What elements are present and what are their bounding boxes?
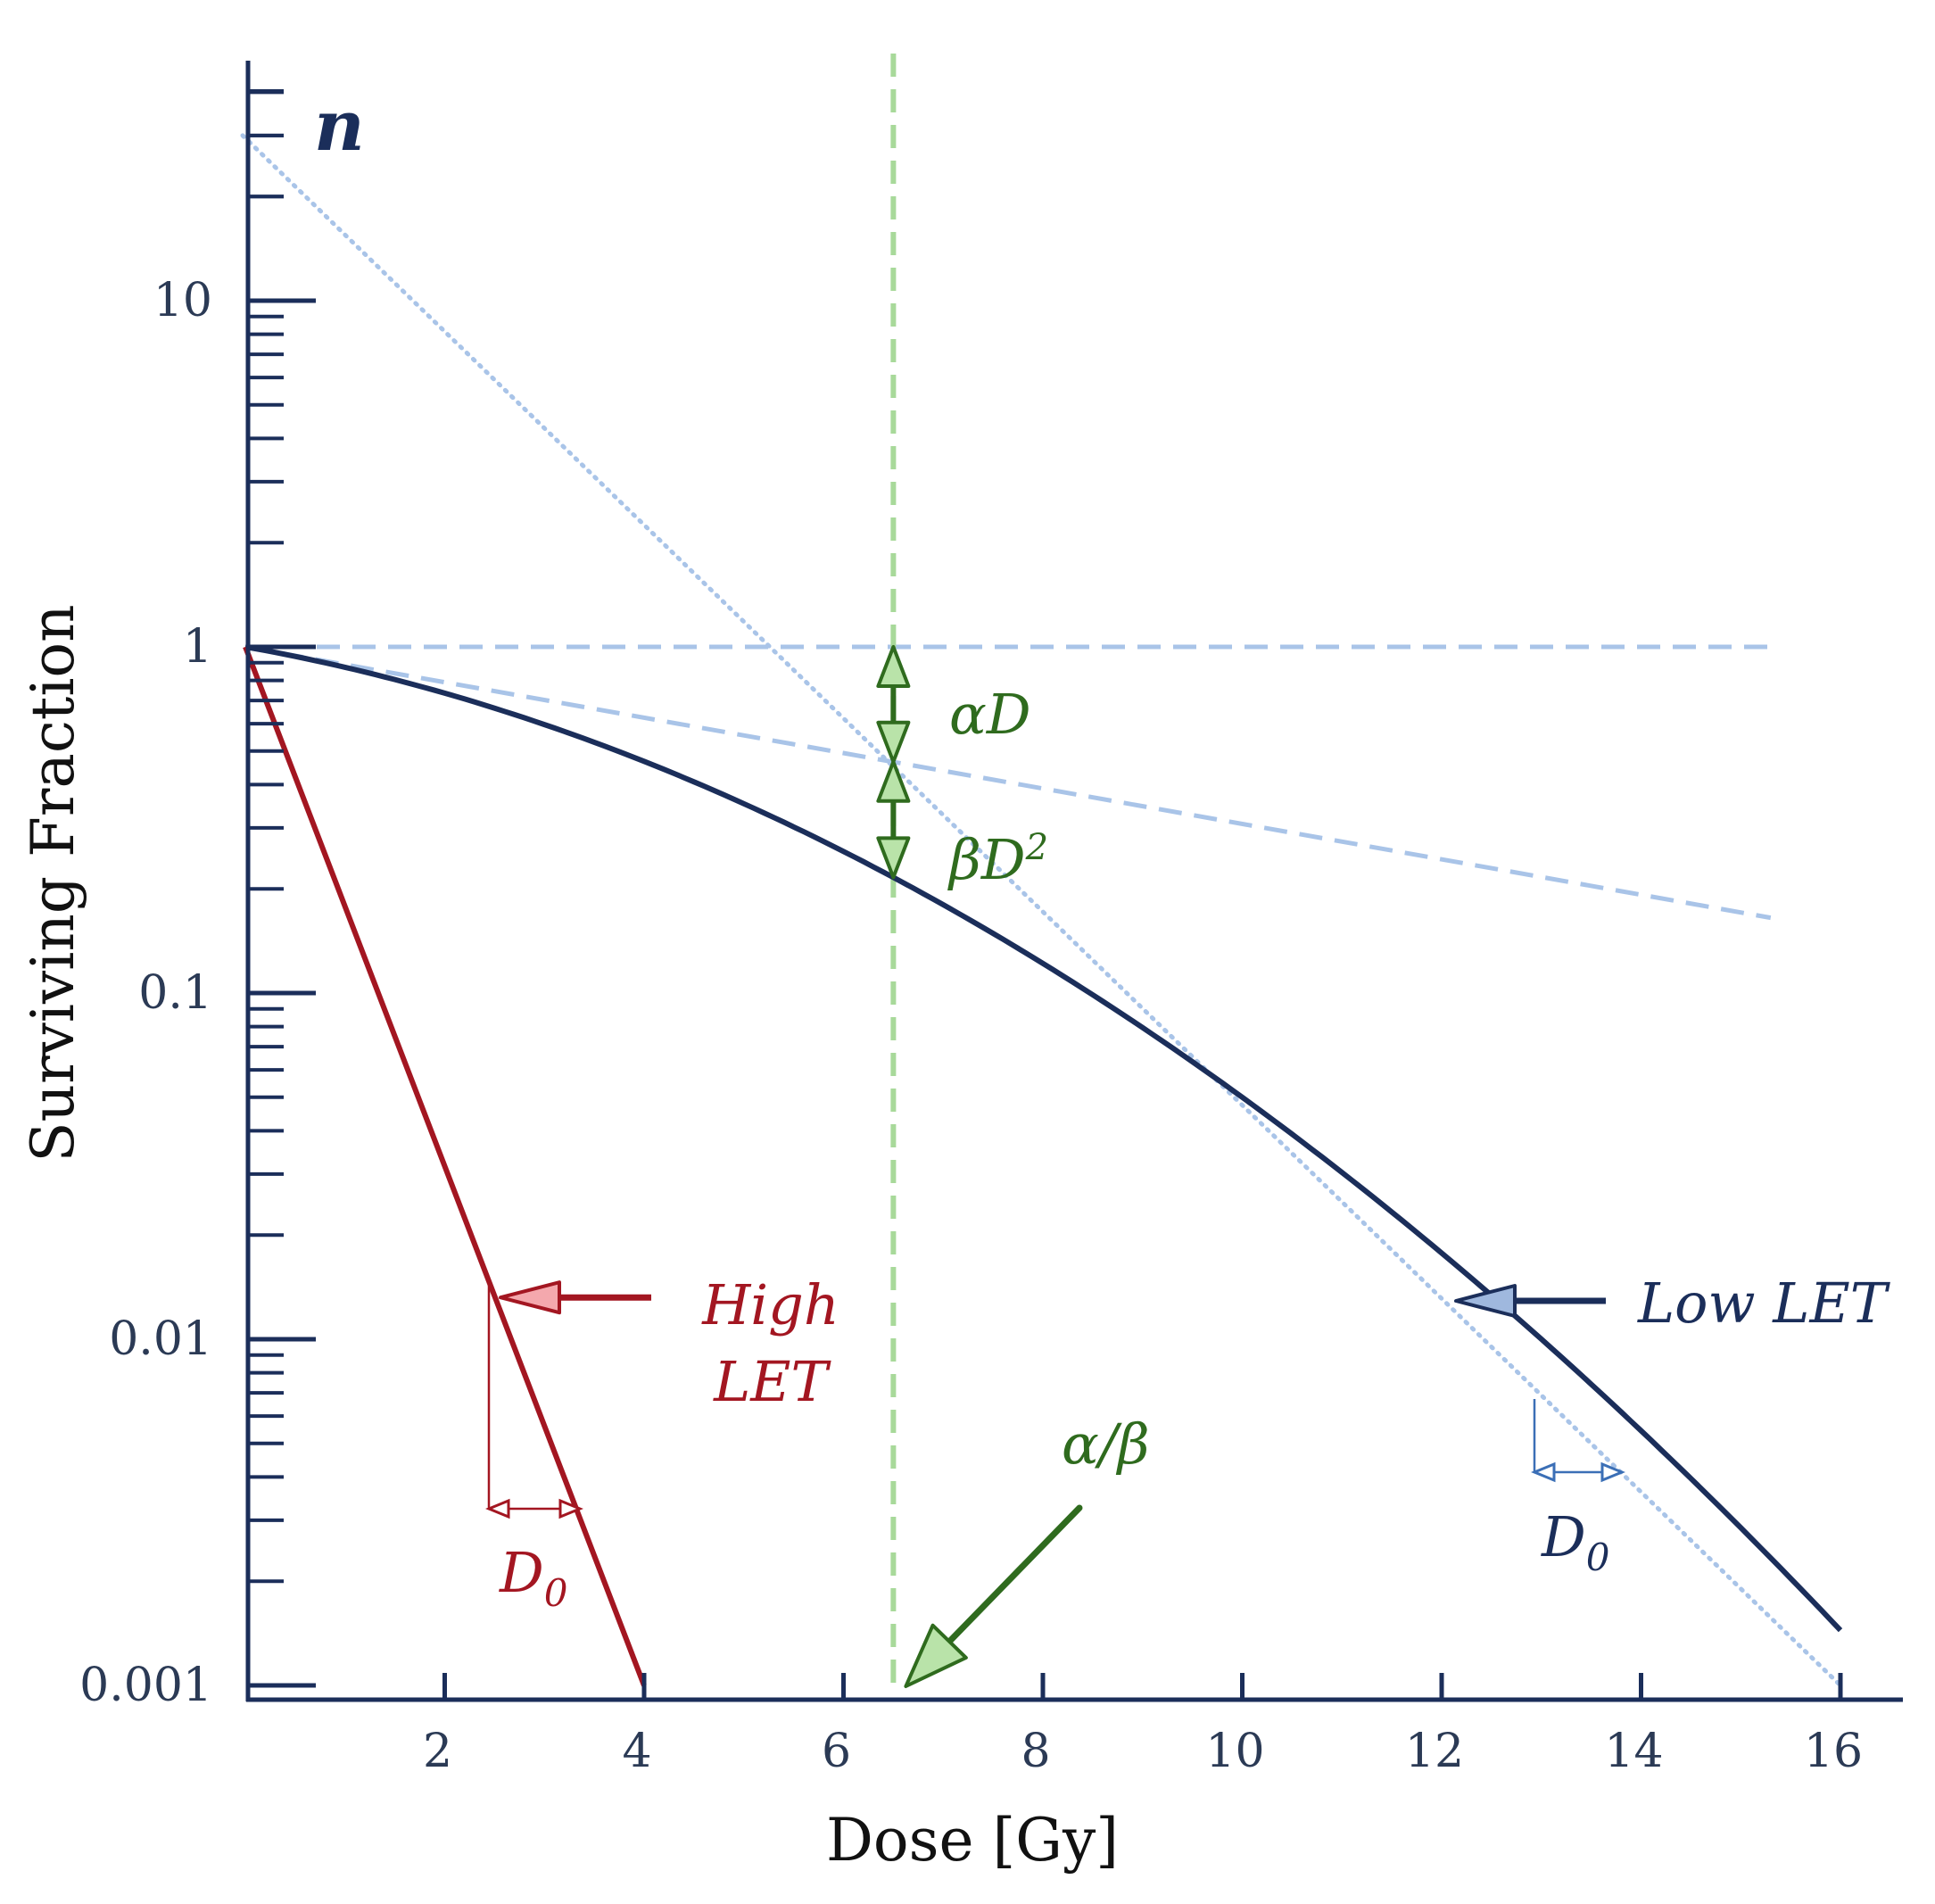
x-tick-label: 16	[1804, 1725, 1863, 1778]
y-tick-label: 0.01	[109, 1312, 212, 1366]
x-tick-label: 14	[1604, 1725, 1663, 1778]
series-layer	[243, 644, 1843, 1687]
high-let-d0-bracket-head-right	[558, 1498, 583, 1519]
x-tick-label: 6	[822, 1725, 851, 1778]
alpha-d-label: αD	[949, 682, 1031, 747]
high-let-d0-label: D0	[499, 1540, 567, 1615]
low-let-d0-bracket-head-right	[1600, 1461, 1625, 1483]
beta-d2-arrow-head-up	[876, 759, 911, 803]
x-axis-title: Dose [Gy]	[826, 1806, 1119, 1875]
x-tick-label: 2	[423, 1725, 452, 1778]
low-let-d0-bracket-head-left	[1531, 1461, 1556, 1483]
y-tick-label: 0.001	[79, 1659, 212, 1712]
x-tick-label: 8	[1021, 1725, 1050, 1778]
x-tick-label: 12	[1405, 1725, 1464, 1778]
high-let-curve	[243, 645, 647, 1687]
beta-d2-label: βD2	[947, 827, 1048, 892]
y-axis-title: Surviving Fraction	[19, 604, 87, 1162]
alpha-d-arrow-head-up	[876, 645, 911, 688]
low-let-d0-label: D0	[1541, 1504, 1609, 1579]
initial-slope-dashed-line	[244, 644, 1772, 921]
alpha-beta-arrow-shaft	[946, 1504, 1083, 1645]
tick-layer: 0.001 0.01 0.1 1 10 2 4 6 8 10 12 14 16	[79, 89, 1863, 1778]
y-tick-label: 0.1	[138, 966, 212, 1020]
beta-d2-base: βD	[947, 827, 1026, 892]
n-label: n	[314, 86, 365, 167]
alpha-beta-label: α/β	[1062, 1411, 1150, 1477]
beta-d2-arrow-head-down	[876, 836, 911, 880]
reference-lines	[240, 54, 1843, 1695]
alpha-beta-arrow-head	[904, 1623, 968, 1688]
low-let-d0-base: D	[1541, 1504, 1586, 1569]
beta-d2-exponent: 2	[1025, 827, 1048, 868]
low-let-curve	[244, 644, 1843, 1633]
high-let-pointer-head	[499, 1280, 562, 1315]
extrapolation-dotted-line	[240, 133, 1843, 1688]
x-tick-label: 10	[1205, 1725, 1264, 1778]
high-let-d0-base: D	[499, 1540, 544, 1605]
annotation-layer	[485, 645, 1625, 1688]
low-let-label: Low LET	[1637, 1271, 1891, 1336]
high-let-d0-sub: 0	[544, 1571, 568, 1615]
high-let-d0-bracket-head-left	[485, 1498, 510, 1519]
y-tick-label: 10	[153, 274, 212, 327]
high-let-label-line1: High	[701, 1272, 839, 1337]
high-let-label-line2: LET	[713, 1349, 831, 1414]
alpha-d-arrow-head-down	[876, 720, 911, 764]
low-let-pointer-head	[1454, 1284, 1517, 1318]
low-let-d0-sub: 0	[1586, 1536, 1610, 1579]
x-tick-label: 4	[622, 1725, 651, 1778]
y-tick-label: 1	[183, 620, 212, 674]
